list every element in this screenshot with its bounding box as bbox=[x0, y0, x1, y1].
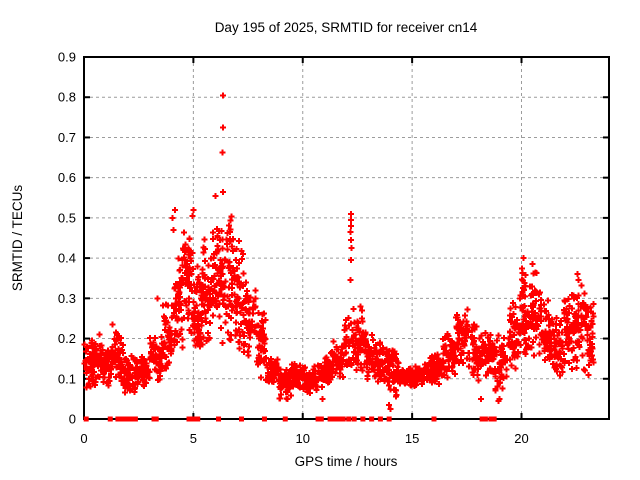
zero-marker-square bbox=[369, 416, 375, 422]
zero-marker-square bbox=[261, 416, 267, 422]
data-points bbox=[81, 92, 597, 422]
zero-marker-square bbox=[479, 416, 485, 422]
x-tick-label: 15 bbox=[405, 431, 419, 446]
zero-marker-square bbox=[330, 416, 336, 422]
y-tick-label: 0.9 bbox=[58, 50, 76, 65]
zero-marker-square bbox=[488, 416, 494, 422]
x-tick-label: 0 bbox=[80, 431, 87, 446]
y-tick-label: 0.8 bbox=[58, 90, 76, 105]
y-tick-label: 0.7 bbox=[58, 130, 76, 145]
zero-marker-square bbox=[482, 416, 488, 422]
x-tick-label: 5 bbox=[190, 431, 197, 446]
zero-marker-square bbox=[315, 416, 321, 422]
zero-marker-square bbox=[195, 416, 201, 422]
zero-marker-square bbox=[118, 416, 124, 422]
y-tick-label: 0.3 bbox=[58, 291, 76, 306]
zero-marker-square bbox=[216, 416, 222, 422]
zero-marker-square bbox=[115, 416, 121, 422]
y-tick-label: 0.1 bbox=[58, 371, 76, 386]
y-tick-label: 0.5 bbox=[58, 210, 76, 225]
zero-marker-square bbox=[83, 416, 89, 422]
y-axis-label: SRMTID / TECUs bbox=[10, 185, 25, 292]
zero-marker-square bbox=[327, 416, 333, 422]
zero-marker-square bbox=[318, 416, 324, 422]
y-tick-label: 0.6 bbox=[58, 170, 76, 185]
zero-marker-square bbox=[377, 416, 383, 422]
zero-marker-square bbox=[282, 416, 288, 422]
zero-marker-square bbox=[386, 416, 392, 422]
zero-marker-square bbox=[337, 416, 343, 422]
x-tick-label: 10 bbox=[296, 431, 310, 446]
y-tick-label: 0.4 bbox=[58, 251, 76, 266]
tick-labels: 0 5 10 15 20 0 0.1 0.2 0.3 0.4 0.5 0.6 0.7 0.8 0.9 bbox=[58, 50, 529, 447]
x-tick-label: 20 bbox=[514, 431, 528, 446]
zero-marker-square bbox=[360, 416, 366, 422]
zero-marker-square bbox=[334, 416, 340, 422]
zero-marker-square bbox=[239, 416, 244, 422]
zero-marker-square bbox=[132, 416, 138, 422]
y-tick-label: 0.2 bbox=[58, 331, 76, 346]
srmtid-plus-markers bbox=[81, 92, 597, 412]
zero-marker-square bbox=[153, 416, 159, 422]
zero-marker-square bbox=[346, 416, 352, 422]
y-tick-label: 0 bbox=[69, 412, 76, 427]
grid-lines bbox=[84, 56, 609, 419]
zero-marker-square bbox=[431, 416, 437, 422]
zero-marker-square bbox=[340, 416, 346, 422]
x-axis-label: GPS time / hours bbox=[295, 454, 398, 469]
zero-marker-square bbox=[491, 416, 497, 422]
chart-title: Day 195 of 2025, SRMTID for receiver cn1… bbox=[215, 20, 478, 35]
zero-marker-square bbox=[351, 416, 357, 422]
zero-marker-square bbox=[107, 416, 113, 422]
